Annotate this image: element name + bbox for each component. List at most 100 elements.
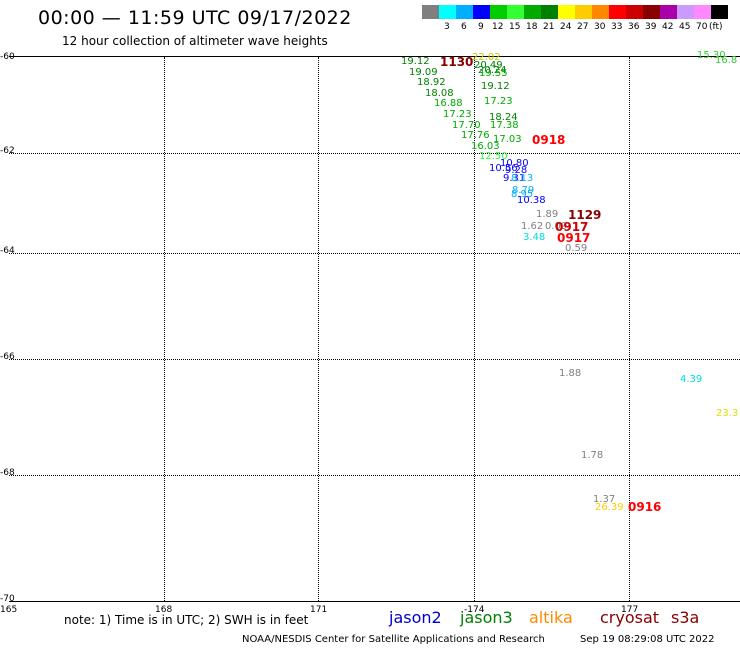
wave-height-value: 10.56 [489, 163, 518, 174]
longitude-gridline [474, 57, 475, 601]
plot-area [9, 56, 740, 602]
latitude-gridline [9, 475, 740, 476]
pass-time-label: 0918 [532, 133, 566, 147]
legend-label: 27 [577, 22, 589, 32]
pass-time-label: 0916 [628, 500, 662, 514]
legend-label: 45 [679, 22, 691, 32]
legend-swatch [439, 5, 456, 19]
wave-height-value: 3.48 [523, 232, 546, 243]
legend-label: 24 [560, 22, 572, 32]
legend-label: (ft) [709, 22, 723, 32]
wave-height-value: 16.88 [434, 98, 463, 109]
wave-height-value: 10.80 [500, 158, 529, 169]
legend-swatch [507, 5, 524, 19]
latitude-gridline [9, 359, 740, 360]
wave-height-value: 17.23 [484, 96, 513, 107]
latitude-label: -70 [0, 594, 15, 604]
legend-label: 42 [662, 22, 674, 32]
wave-height-value: 8.13 [511, 173, 534, 184]
legend-label: 36 [628, 22, 640, 32]
legend-swatch [490, 5, 507, 19]
wave-height-value: 1.62 [521, 221, 544, 232]
legend-label: 12 [492, 22, 504, 32]
latitude-label: -62 [0, 146, 15, 156]
longitude-label: -174 [464, 605, 485, 615]
wave-height-value: 9.28 [505, 165, 528, 176]
wave-height-value: 1.37 [593, 494, 616, 505]
wave-height-value: 0.09 [545, 221, 568, 232]
wave-height-value: 8.95 [511, 189, 534, 200]
legend-swatch [711, 5, 728, 19]
pass-time-label: 0917 [555, 220, 589, 234]
footer-timestamp: Sep 19 08:29:08 UTC 2022 [580, 634, 715, 645]
wave-height-value: 1.78 [581, 450, 604, 461]
legend-swatch [541, 5, 558, 19]
wave-height-value: 20.49 [474, 60, 503, 71]
latitude-gridline [9, 253, 740, 254]
legend-swatch [592, 5, 609, 19]
wave-height-value: 16.8 [715, 55, 738, 66]
map-subtitle: 12 hour collection of altimeter wave hei… [62, 34, 328, 48]
legend-label: 15 [509, 22, 521, 32]
legend-swatch [524, 5, 541, 19]
longitude-label: 171 [310, 605, 328, 615]
longitude-gridline [318, 57, 319, 601]
latitude-label: -66 [0, 352, 15, 362]
legend-swatch [473, 5, 490, 19]
legend-swatch [660, 5, 677, 19]
longitude-gridline [629, 57, 630, 601]
longitude-label: 168 [155, 605, 173, 615]
footer-note: note: 1) Time is in UTC; 2) SWH is in fe… [64, 613, 309, 627]
wave-height-value: 18.92 [417, 77, 446, 88]
legend-swatch [643, 5, 660, 19]
longitude-gridline [164, 57, 165, 601]
wave-height-value: 17.38 [490, 120, 519, 131]
wave-height-value: 26.39 [595, 502, 624, 513]
satellite-name: jason3 [460, 608, 513, 627]
satellite-name: cryosat [600, 608, 660, 627]
wave-height-value: 19.12 [401, 56, 430, 67]
legend-label: 70 [696, 22, 708, 32]
latitude-label: -68 [0, 468, 15, 478]
legend-swatch [609, 5, 626, 19]
wave-height-value: 12.50 [479, 151, 508, 162]
wave-height-value: 15.30 [697, 50, 726, 61]
wave-height-value: 17.70 [452, 120, 481, 131]
satellite-name: s3a [671, 608, 700, 627]
latitude-label: -64 [0, 246, 15, 256]
wave-height-value: 16.03 [471, 141, 500, 152]
wave-height-value: 0.59 [565, 243, 588, 254]
wave-height-value: 22.02 [472, 52, 501, 63]
legend-label: 9 [478, 22, 484, 32]
wave-height-value: 18.08 [425, 88, 454, 99]
map-title: 00:00 — 11:59 UTC 09/17/2022 [38, 7, 352, 29]
wave-height-value: 10.38 [517, 195, 546, 206]
wave-height-value: 20.24 [478, 65, 507, 76]
wave-height-value: 9.31 [503, 173, 526, 184]
wave-height-value: 1.88 [559, 368, 582, 379]
legend-swatch [558, 5, 575, 19]
wave-height-value: 1.89 [536, 209, 559, 220]
latitude-label: -60 [0, 52, 15, 62]
legend-label: 21 [543, 22, 555, 32]
legend-label: 18 [526, 22, 538, 32]
longitude-label: 177 [621, 605, 639, 615]
latitude-gridline [9, 153, 740, 154]
wave-height-value: 18.24 [489, 112, 518, 123]
legend-swatch [694, 5, 711, 19]
longitude-label: 165 [0, 605, 18, 615]
legend-label: 3 [444, 22, 450, 32]
wave-height-value: 4.39 [680, 374, 703, 385]
wave-height-value: 19.55 [479, 68, 508, 79]
wave-height-value: 17.23 [443, 109, 472, 120]
legend-swatch [422, 5, 439, 19]
legend-label: 30 [594, 22, 606, 32]
pass-time-label: 1129 [568, 208, 602, 222]
legend-label: 6 [461, 22, 467, 32]
pass-time-label: 1130 [440, 55, 474, 69]
pass-time-label: 0917 [557, 231, 591, 245]
footer-credit: NOAA/NESDIS Center for Satellite Applica… [242, 634, 545, 645]
wave-height-value: 23.3 [716, 408, 739, 419]
legend-swatch [677, 5, 694, 19]
